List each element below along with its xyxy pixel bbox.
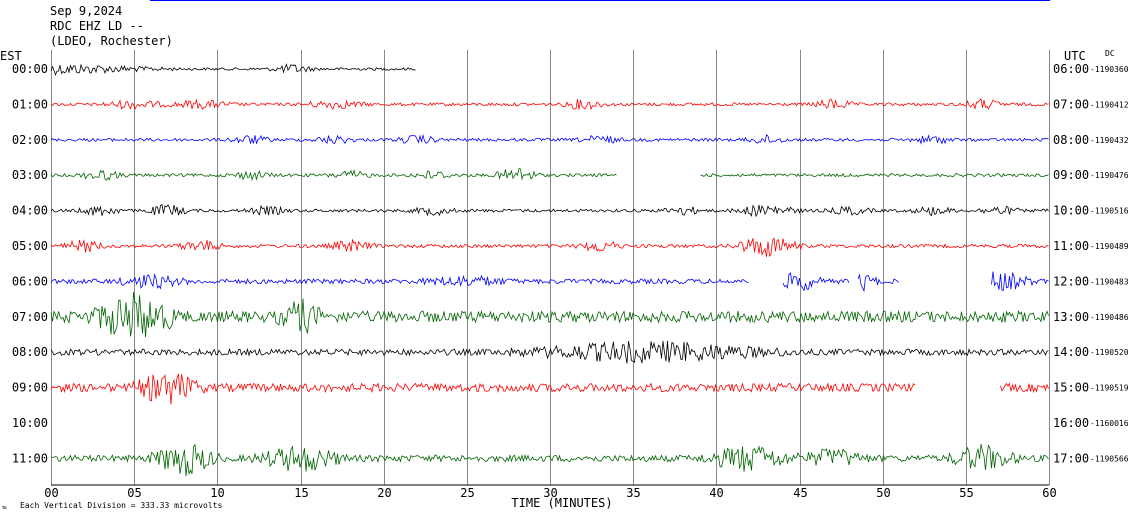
x-tick-label: 50 — [876, 486, 890, 500]
date-label: Sep 9,2024 — [50, 4, 123, 18]
est-hour-label: 05:00 — [12, 239, 48, 253]
dc-offset-label: -1190432 — [1090, 136, 1129, 145]
est-hour-label: 08:00 — [12, 345, 48, 359]
utc-hour-label: 07:00 — [1053, 97, 1089, 111]
x-tick-label: 15 — [294, 486, 308, 500]
trace-0600 — [50, 271, 1049, 293]
dc-offset-label: -1190360 — [1090, 65, 1129, 74]
x-tick-label: 30 — [543, 486, 557, 500]
x-tick-label: 10 — [210, 486, 224, 500]
x-tick-label: 60 — [1042, 486, 1056, 500]
est-zone-label: EST — [0, 49, 22, 63]
dc-offset-label: -1190483 — [1090, 277, 1129, 286]
est-hour-label: 02:00 — [12, 133, 48, 147]
dc-offset-label: -1160016 — [1090, 419, 1129, 428]
trace-0800 — [50, 340, 1049, 364]
utc-hour-label: 15:00 — [1053, 381, 1089, 395]
dc-offset-label: -1190476 — [1090, 171, 1129, 180]
trace-0400 — [50, 203, 1049, 218]
x-tick-label: 45 — [793, 486, 807, 500]
est-hour-label: 06:00 — [12, 274, 48, 288]
trace-0500 — [50, 237, 1049, 257]
utc-hour-label: 13:00 — [1053, 310, 1089, 324]
x-axis-label: TIME (MINUTES) — [511, 496, 612, 510]
est-hour-label: 11:00 — [12, 451, 48, 465]
x-tick-label: 55 — [959, 486, 973, 500]
dc-offset-label: -1190486 — [1090, 313, 1129, 322]
x-tick-label: 25 — [460, 486, 474, 500]
est-hour-label: 07:00 — [12, 310, 48, 324]
x-tick-label: 05 — [127, 486, 141, 500]
utc-hour-label: 06:00 — [1053, 62, 1089, 76]
dc-label: DC — [1105, 49, 1115, 58]
trace-0200 — [50, 133, 1049, 145]
trace-0300 — [50, 167, 1049, 181]
dc-offset-label: -1190520 — [1090, 348, 1129, 357]
utc-hour-label: 11:00 — [1053, 239, 1089, 253]
x-tick-label: 40 — [709, 486, 723, 500]
utc-hour-label: 16:00 — [1053, 416, 1089, 430]
trace-0100 — [50, 98, 1049, 111]
x-tick-label: 00 — [44, 486, 58, 500]
network-label: (LDEO, Rochester) — [50, 34, 173, 48]
trace-1100 — [50, 443, 1049, 477]
est-hour-label: 10:00 — [12, 416, 48, 430]
est-hour-label: 04:00 — [12, 204, 48, 218]
utc-zone-label: UTC — [1064, 49, 1086, 63]
trace-0700 — [50, 292, 1049, 338]
utc-hour-label: 14:00 — [1053, 345, 1089, 359]
dc-offset-label: -1190489 — [1090, 242, 1129, 251]
x-tick-label: 35 — [626, 486, 640, 500]
est-hour-label: 03:00 — [12, 168, 48, 182]
utc-hour-label: 12:00 — [1053, 274, 1089, 288]
station-label: RDC EHZ LD -- — [50, 19, 144, 33]
dc-offset-label: -1190519 — [1090, 384, 1129, 393]
est-hour-label: 09:00 — [12, 381, 48, 395]
utc-hour-label: 10:00 — [1053, 204, 1089, 218]
trace-0000 — [50, 63, 416, 76]
utc-hour-label: 17:00 — [1053, 451, 1089, 465]
utc-hour-label: 08:00 — [1053, 133, 1089, 147]
dc-offset-label: -1190566 — [1090, 454, 1129, 463]
est-hour-label: 01:00 — [12, 97, 48, 111]
x-tick-label: 20 — [377, 486, 391, 500]
scale-note: Each Vertical Division = 333.33 microvol… — [20, 501, 223, 510]
est-hour-label: 00:00 — [12, 62, 48, 76]
trace-0900 — [50, 373, 1049, 405]
dc-offset-label: -1190412 — [1090, 100, 1129, 109]
corner-mark: ≈ — [2, 503, 7, 512]
utc-hour-label: 09:00 — [1053, 168, 1089, 182]
dc-offset-label: -1190516 — [1090, 207, 1129, 216]
